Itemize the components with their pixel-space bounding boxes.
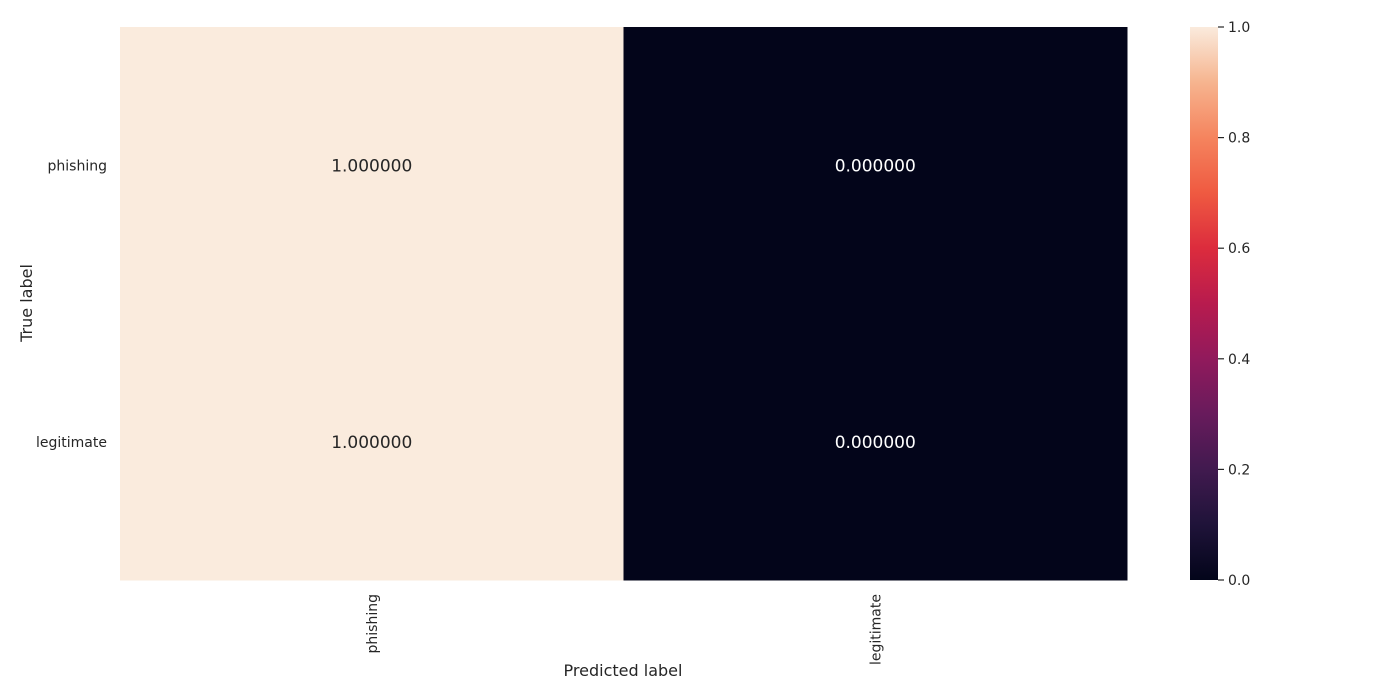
heatmap-cells: 1.000000 0.000000 1.000000 0.000000 — [120, 27, 1128, 581]
y-axis-title: True label — [17, 264, 36, 343]
heatmap-cell — [120, 27, 624, 304]
cell-value-label: 1.000000 — [331, 433, 412, 453]
colorbar-ticks: 0.0 0.2 0.4 0.6 0.8 1.0 — [1218, 20, 1250, 589]
x-tick-label: legitimate — [868, 594, 884, 665]
y-tick-labels: phishing legitimate — [36, 158, 107, 451]
x-tick-label: phishing — [365, 594, 381, 653]
colorbar-tick-label: 0.0 — [1228, 573, 1250, 589]
cell-value-label: 0.000000 — [835, 156, 916, 176]
heatmap-cell — [623, 27, 1128, 304]
colorbar — [1190, 27, 1218, 580]
colorbar-tick-label: 0.2 — [1228, 462, 1250, 478]
colorbar-tick-label: 0.4 — [1228, 352, 1250, 368]
heatmap-cell — [623, 303, 1128, 581]
cell-value-label: 0.000000 — [835, 433, 916, 453]
x-tick-labels: phishing legitimate — [365, 594, 885, 665]
colorbar-tick-label: 1.0 — [1228, 20, 1250, 36]
x-axis-title: Predicted label — [564, 661, 683, 680]
colorbar-tick-label: 0.8 — [1228, 131, 1250, 147]
heatmap-cell — [120, 303, 624, 581]
colorbar-tick-label: 0.6 — [1228, 241, 1250, 257]
y-tick-label: legitimate — [36, 435, 107, 451]
y-tick-label: phishing — [48, 158, 107, 174]
cell-value-label: 1.000000 — [331, 156, 412, 176]
